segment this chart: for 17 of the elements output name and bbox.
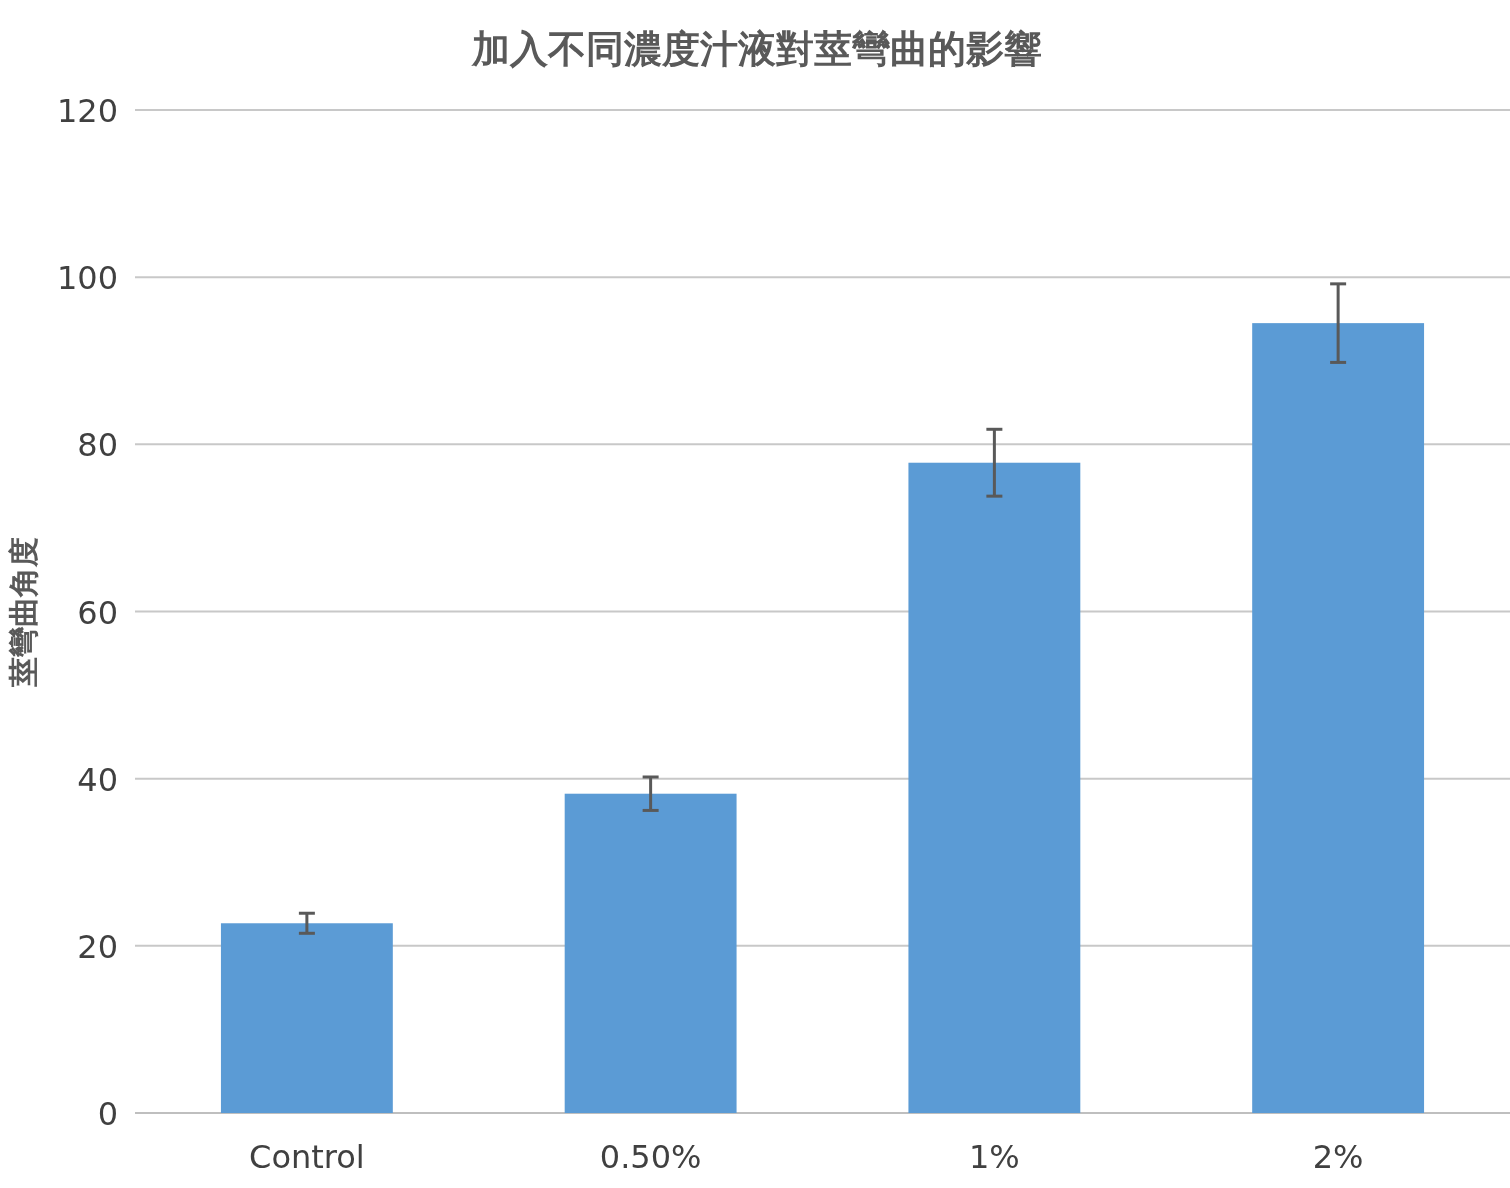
y-tick-label: 80 [77, 426, 118, 465]
chart-title: 加入不同濃度汁液對莖彎曲的影響 [471, 27, 1042, 71]
x-tick-label: Control [249, 1138, 365, 1176]
bar [220, 923, 393, 1113]
x-tick-label: 2% [1312, 1138, 1364, 1176]
x-tick-label: 1% [968, 1138, 1020, 1176]
y-tick-label: 100 [56, 259, 118, 298]
y-tick-label: 40 [77, 760, 118, 799]
y-tick-label: 120 [56, 92, 118, 130]
y-tick-label: 60 [77, 593, 118, 632]
bar [564, 793, 737, 1113]
bar [908, 462, 1081, 1113]
y-axis-title: 莖彎曲角度 [6, 536, 41, 688]
y-tick-label: 0 [97, 1095, 118, 1133]
y-tick-label: 20 [77, 927, 118, 966]
x-tick-label: 0.50% [599, 1138, 702, 1176]
bar [1252, 323, 1425, 1113]
